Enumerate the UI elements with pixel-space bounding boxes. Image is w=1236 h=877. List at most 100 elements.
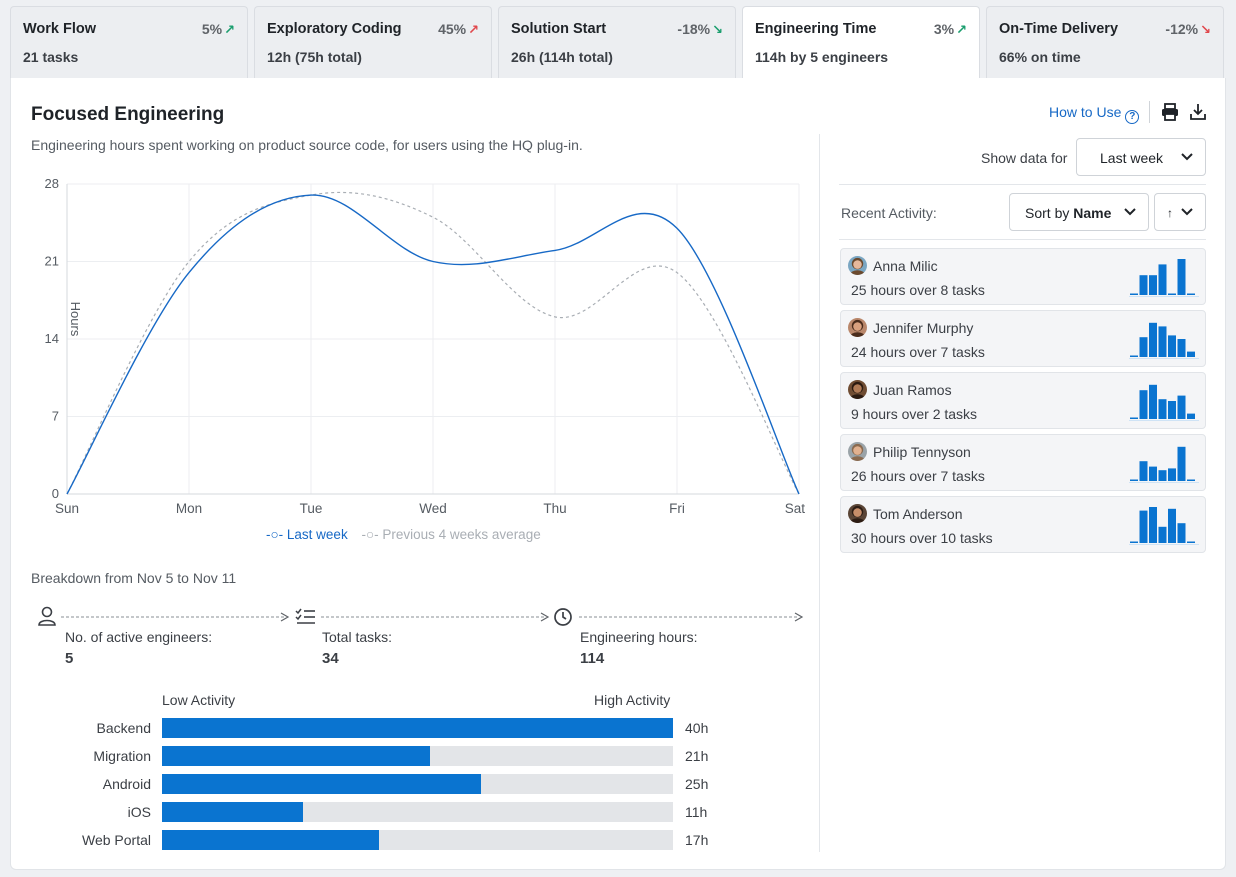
sparkline-bar — [1187, 541, 1195, 543]
arrow-up-icon: ↗ — [224, 22, 235, 37]
x-tick-label: Sun — [55, 501, 79, 516]
active-engineers-label: No. of active engineers: — [65, 629, 213, 645]
activity-bar-label: Web Portal — [82, 832, 151, 848]
sparkline-bar — [1130, 479, 1138, 481]
breakdown-title: Breakdown from Nov 5 to Nov 11 — [31, 570, 237, 586]
sparkline-bar — [1187, 293, 1195, 295]
chevron-down-icon — [1181, 208, 1193, 216]
activity-card[interactable]: Philip Tennyson 26 hours over 7 tasks — [840, 434, 1206, 491]
activity-card[interactable]: Tom Anderson 30 hours over 10 tasks — [840, 496, 1206, 553]
avatar-shoulders — [849, 270, 866, 275]
arrow-down-icon: ↘ — [712, 22, 723, 37]
legend-previous-average[interactable]: -○- Previous 4 weeks average — [361, 527, 541, 542]
flow-arrow — [61, 612, 290, 622]
person-name: Philip Tennyson — [873, 444, 971, 460]
sparkline-bar — [1187, 479, 1195, 481]
activity-card[interactable]: Juan Ramos 9 hours over 2 tasks — [840, 372, 1206, 429]
activity-bar-label: Backend — [96, 720, 151, 736]
sparkline-bar — [1158, 526, 1167, 543]
sparkline-bar — [1139, 337, 1148, 357]
y-tick-label: 0 — [52, 486, 59, 501]
sparkline-bar — [1139, 510, 1148, 543]
arrow-down-icon: ↘ — [1200, 22, 1211, 37]
avatar — [848, 318, 867, 337]
period-dropdown[interactable]: Last week — [1076, 138, 1206, 176]
sparkline-bar — [1177, 395, 1186, 419]
tab-exploratory-coding[interactable]: Exploratory Coding 45% ↗ 12h (75h total) — [254, 6, 492, 80]
sparkline-bar — [1177, 523, 1186, 543]
sparkline-bar — [1158, 399, 1167, 419]
sort-dropdown[interactable]: Sort by Name — [1009, 193, 1149, 231]
sparkline-bar — [1139, 275, 1148, 295]
activity-bar-label: iOS — [127, 804, 151, 820]
sparkline-bar — [1168, 468, 1176, 481]
activity-bar-label: Migration — [93, 748, 151, 764]
y-tick-label: 21 — [45, 254, 59, 269]
activity-bar-row: Backend 40h — [11, 718, 731, 740]
person-summary: 25 hours over 8 tasks — [851, 282, 985, 298]
total-tasks-label: Total tasks: — [322, 629, 393, 645]
tab-title: Engineering Time — [755, 21, 877, 37]
chevron-down-icon — [1124, 208, 1136, 216]
divider — [839, 239, 1206, 240]
period-dropdown-value: Last week — [1100, 150, 1164, 166]
arrow-up-icon: ↗ — [956, 22, 967, 37]
sort-order-dropdown[interactable]: ↑ — [1154, 193, 1206, 231]
tab-engineering-time[interactable]: Engineering Time 3% ↗ 114h by 5 engineers — [742, 6, 980, 82]
sparkline-bar — [1177, 446, 1186, 481]
sparkline-bar — [1149, 466, 1157, 481]
activity-bar-row: Web Portal 17h — [11, 830, 731, 852]
x-tick-label: Thu — [543, 501, 566, 516]
tab-delta: 3% ↗ — [933, 21, 967, 37]
user-icon — [38, 606, 56, 626]
activity-bar-track — [162, 746, 673, 766]
tab-title: Exploratory Coding — [267, 21, 402, 37]
tab-delta: -12% ↘ — [1165, 21, 1211, 37]
sparkline-bar — [1139, 461, 1148, 481]
legend-last-week[interactable]: -○- Last week — [266, 527, 348, 542]
show-data-for-label: Show data for — [981, 150, 1068, 166]
tab-subtitle: 12h (75h total) — [267, 49, 362, 65]
avatar-face — [853, 384, 862, 393]
sparkline-bar — [1158, 470, 1167, 481]
legend-previous-average-label: Previous 4 weeks average — [382, 527, 541, 542]
checklist-icon — [295, 608, 315, 624]
sparkline-bar — [1139, 390, 1148, 419]
activity-bar-value: 21h — [685, 748, 709, 764]
tab-title: Solution Start — [511, 21, 607, 37]
print-icon[interactable] — [1160, 102, 1180, 122]
sparkline-bar — [1149, 507, 1157, 543]
legend-last-week-label: Last week — [286, 527, 348, 542]
activity-card[interactable]: Anna Milic 25 hours over 8 tasks — [840, 248, 1206, 305]
activity-bar-fill — [162, 830, 380, 850]
sparkline-bar — [1168, 293, 1176, 295]
column-divider — [819, 134, 820, 852]
total-tasks-value: 34 — [322, 650, 339, 667]
tab-title: Work Flow — [23, 21, 97, 37]
sort-order-icon: ↑ — [1167, 206, 1173, 220]
x-tick-label: Sat — [785, 501, 806, 516]
toolbar-divider — [1149, 101, 1150, 123]
y-tick-label: 7 — [52, 409, 59, 424]
activity-bar-row: Migration 21h — [11, 746, 731, 768]
sparkline-bar — [1187, 413, 1195, 419]
avatar-face — [853, 446, 862, 455]
tab-solution-start[interactable]: Solution Start -18% ↘ 26h (114h total) — [498, 6, 736, 80]
activity-bar-row: iOS 11h — [11, 802, 731, 824]
activity-sparkline — [1129, 446, 1199, 483]
x-tick-label: Wed — [419, 501, 447, 516]
sparkline-bar — [1130, 541, 1138, 543]
tab-on-time-delivery[interactable]: On-Time Delivery -12% ↘ 66% on time — [986, 6, 1224, 80]
sparkline-bar — [1177, 339, 1186, 357]
tab-subtitle: 66% on time — [999, 49, 1081, 65]
arrow-up-icon: ↗ — [468, 22, 479, 37]
how-to-use-link[interactable]: How to Use? — [1049, 104, 1140, 124]
avatar-shoulders — [849, 332, 866, 337]
activity-bar-track — [162, 802, 673, 822]
tab-work-flow[interactable]: Work Flow 5% ↗ 21 tasks — [10, 6, 248, 80]
person-name: Juan Ramos — [873, 382, 952, 398]
download-icon[interactable] — [1188, 102, 1208, 122]
x-tick-label: Mon — [176, 501, 202, 516]
activity-card[interactable]: Jennifer Murphy 24 hours over 7 tasks — [840, 310, 1206, 367]
person-summary: 9 hours over 2 tasks — [851, 406, 978, 422]
